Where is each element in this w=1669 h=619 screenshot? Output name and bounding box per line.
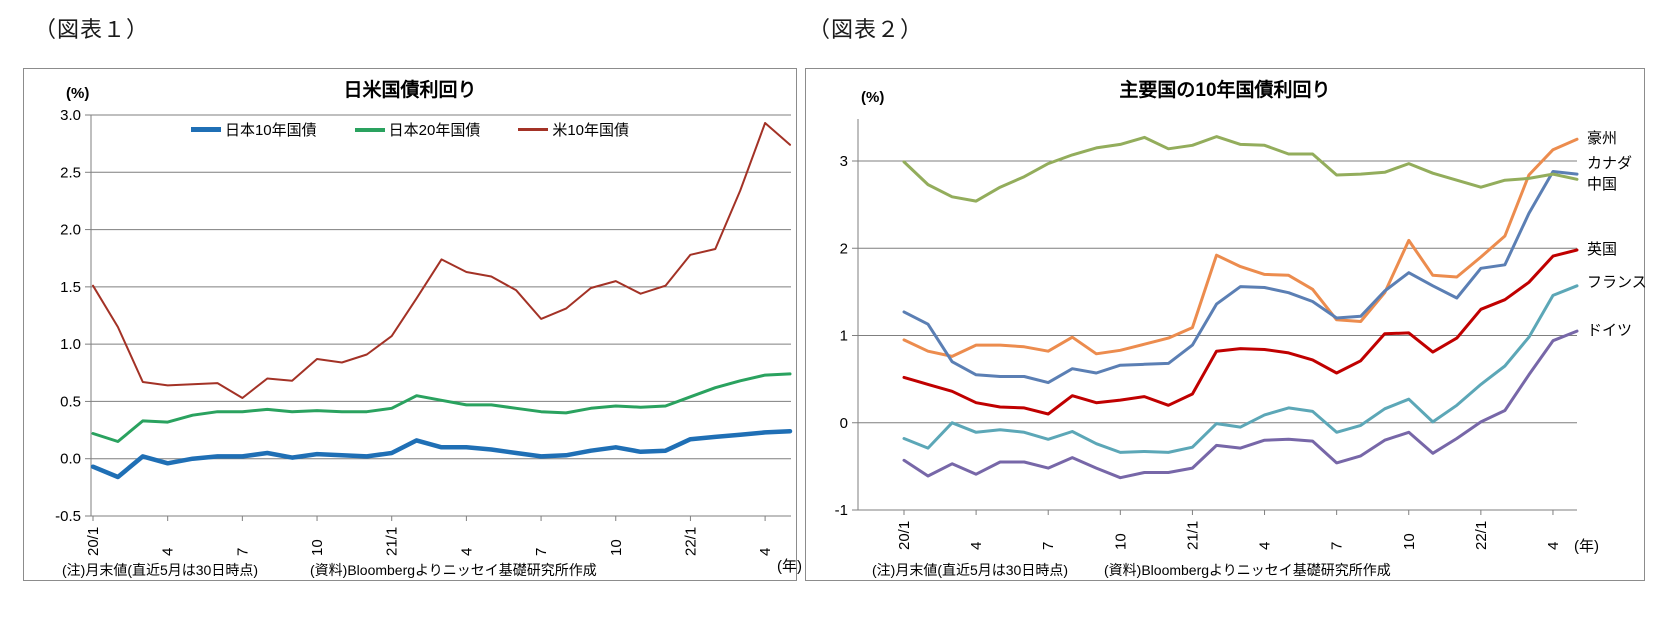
series-end-label-豪州: 豪州	[1587, 130, 1618, 148]
figure2-note: (注)月末値(直近5月は30日時点)	[872, 562, 1069, 578]
series-end-label-英国: 英国	[1587, 240, 1618, 258]
x-tick-label: 10	[309, 539, 326, 556]
x-tick-label: 22/1	[682, 527, 699, 556]
y-tick-label: 0.0	[60, 451, 81, 468]
figure1-source: (資料)Bloombergよりニッセイ基礎研究所作成	[310, 562, 597, 578]
legend-label: 米10年国債	[552, 122, 630, 139]
series-end-label-フランス: フランス	[1587, 274, 1647, 292]
x-tick-label: 20/1	[896, 521, 913, 550]
legend-line-swatch	[518, 128, 549, 131]
y-tick-label: -0.5	[55, 508, 81, 525]
y-tick-label: 0.5	[60, 393, 81, 410]
series-line-英国	[902, 248, 1579, 416]
y-tick-label: 1.5	[60, 279, 81, 296]
y-tick-label: 2	[840, 240, 848, 257]
x-tick-label: 4	[1545, 542, 1562, 550]
x-tick-label: 10	[608, 539, 625, 556]
figure1-year-label: (年)	[777, 558, 802, 575]
x-tick-label: 4	[757, 548, 774, 556]
series-line-日本10年国債	[90, 428, 793, 480]
legend-item-日本20年国債: 日本20年国債	[354, 119, 481, 140]
y-tick-label: 1	[840, 328, 848, 345]
figure2-caption: （図表２）	[808, 17, 924, 42]
figure1-note: (注)月末値(直近5月は30日時点)	[62, 562, 259, 578]
figure2-unit-label: (%)	[861, 89, 885, 106]
series-end-label-カナダ: カナダ	[1587, 155, 1633, 173]
x-tick-label: 4	[160, 548, 177, 556]
x-tick-label: 4	[968, 542, 985, 550]
figure2-series-labels: 豪州カナダ中国英国フランスドイツ	[1587, 69, 1657, 580]
y-tick-label: 0	[840, 415, 848, 432]
series-line-フランス	[902, 284, 1579, 454]
figure1-title: 日米国債利回り	[343, 80, 477, 101]
figure1-unit-label: (%)	[66, 85, 90, 102]
x-tick-label: 10	[1401, 533, 1418, 550]
legend-item-日本10年国債: 日本10年国債	[190, 119, 317, 140]
figure1-caption: （図表１）	[34, 17, 150, 42]
series-line-米10年国債	[92, 122, 791, 399]
series-line-ドイツ	[902, 329, 1579, 480]
legend-line-swatch	[354, 127, 385, 132]
x-tick-label: 20/1	[85, 527, 102, 556]
x-tick-label: 21/1	[384, 527, 401, 556]
x-tick-label: 7	[1040, 542, 1057, 550]
y-tick-label: -1	[835, 502, 848, 519]
x-tick-label: 7	[234, 548, 251, 556]
legend-item-米10年国債: 米10年国債	[518, 119, 629, 140]
figure2-title: 主要国の10年国債利回り	[1119, 80, 1331, 101]
y-tick-label: 3.0	[60, 107, 81, 124]
y-tick-label: 2.5	[60, 164, 81, 181]
x-tick-label: 21/1	[1184, 521, 1201, 550]
y-tick-label: 2.0	[60, 222, 81, 239]
figure2-chart: 3 2 1 0 -1 20/1 4 7 10 21/1 4 7 10 22/1 4 主要国の10年国債利回り…	[805, 68, 1647, 581]
x-tick-label: 10	[1112, 533, 1129, 550]
series-end-label-ドイツ: ドイツ	[1587, 322, 1633, 340]
y-tick-label: 3	[840, 153, 848, 170]
legend-line-swatch	[190, 126, 221, 133]
x-tick-label: 22/1	[1473, 521, 1490, 550]
figure1-legend: 日本10年国債 日本20年国債 米10年国債	[24, 119, 796, 140]
legend-label: 日本20年国債	[388, 122, 481, 139]
x-tick-label: 4	[458, 548, 475, 556]
series-end-label-中国: 中国	[1587, 176, 1618, 194]
y-tick-label: 1.0	[60, 336, 81, 353]
x-tick-label: 7	[1329, 542, 1346, 550]
legend-label: 日本10年国債	[224, 122, 317, 139]
figure1-chart-canvas: 3.0 2.5 2.0 1.5 1.0 0.5 0.0 -0.520/1 4 7 10 21/1 4 7 1…	[55, 107, 793, 556]
figure1-chart: 3.0 2.5 2.0 1.5 1.0 0.5 0.0 -0.5 20/1 4 7 10 21/1 4 7 1…	[23, 68, 802, 581]
series-line-豪州	[902, 137, 1579, 358]
series-line-カナダ	[902, 170, 1579, 385]
figure1-footnotes: (注)月末値(直近5月は30日時点) (資料)Bloombergよりニッセイ基礎…	[62, 560, 597, 580]
x-tick-label: 4	[1257, 542, 1274, 550]
figure2-footnotes: (注)月末値(直近5月は30日時点) (資料)Bloombergよりニッセイ基礎…	[872, 560, 1391, 580]
figure2-source: (資料)Bloombergよりニッセイ基礎研究所作成	[1104, 562, 1391, 578]
series-line-中国	[902, 135, 1579, 203]
figure2-year-label: (年)	[1574, 538, 1599, 555]
x-tick-label: 7	[533, 548, 550, 556]
series-line-日本20年国債	[91, 372, 792, 443]
